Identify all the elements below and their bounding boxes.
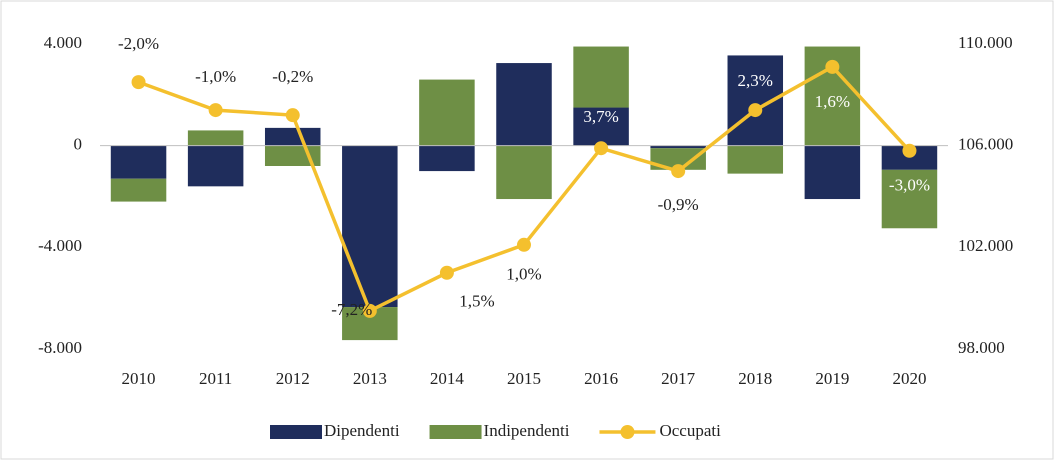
point-label: 3,7% [583,107,618,126]
y2-tick-label: 110.000 [958,33,1013,52]
x-tick-label: 2012 [276,369,310,388]
x-tick-label: 2020 [892,369,926,388]
legend-label: Dipendenti [324,421,400,440]
legend-swatch [429,425,482,439]
marker [594,141,609,156]
y2-tick-label: 102.000 [958,236,1013,255]
bar [496,63,552,146]
x-tick-label: 2016 [584,369,618,388]
y2-tick-label: 98.000 [958,338,1005,357]
point-label: -0,2% [272,67,313,86]
x-tick-label: 2014 [430,369,465,388]
bar [419,145,475,172]
y-tick-label: 0 [74,135,83,154]
bar [881,169,938,229]
bar [727,145,784,174]
point-label: 1,6% [815,92,850,111]
x-tick-label: 2013 [353,369,387,388]
legend-label: Indipendenti [484,421,570,440]
point-label: -2,0% [118,34,159,53]
marker [362,303,377,318]
x-tick-label: 2018 [738,369,772,388]
point-label: -3,0% [889,176,930,195]
marker [902,143,917,158]
point-label: 1,0% [506,265,541,284]
x-tick-label: 2017 [661,369,696,388]
marker [285,108,300,123]
marker [208,103,223,118]
y-tick-label: -8.000 [38,338,82,357]
point-label: 2,3% [738,71,773,90]
legend-swatch [270,425,322,439]
marker [825,59,840,74]
y-tick-label: -4.000 [38,236,82,255]
x-tick-label: 2010 [122,369,156,388]
marker [131,75,146,90]
bar [496,145,552,200]
bar [187,130,244,146]
bar [110,145,167,179]
bar [342,145,398,308]
point-label: 1,5% [459,292,494,311]
legend-swatch [620,425,635,439]
bar [264,127,321,146]
y-tick-label: 4.000 [44,33,82,52]
bar [419,79,475,146]
bar [573,46,629,108]
bar [187,145,244,187]
legend-label: Occupati [659,421,721,440]
x-tick-label: 2019 [815,369,849,388]
x-tick-label: 2011 [199,369,232,388]
bar [650,145,706,149]
bar [110,178,167,202]
bar [573,107,629,146]
bar [804,145,861,200]
marker [517,237,531,252]
point-label: -1,0% [195,67,236,86]
marker [671,164,686,179]
point-label: -0,9% [658,195,699,214]
bar [650,148,706,170]
point-label: -7,2% [331,300,372,319]
marker [748,103,763,118]
x-tick-label: 2015 [507,369,541,388]
y2-tick-label: 106.000 [958,135,1013,154]
marker [439,265,454,280]
